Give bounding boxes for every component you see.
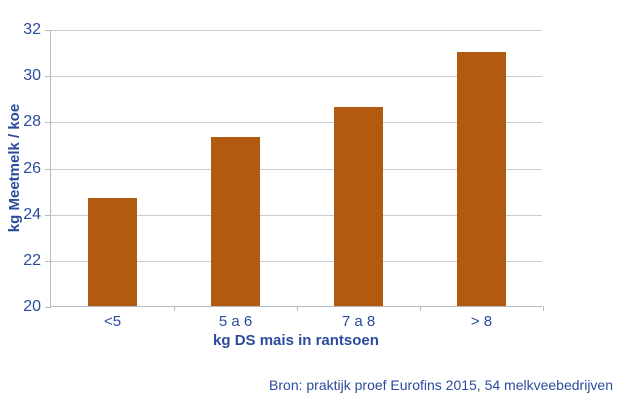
x-tick-label-3: 7 a 8: [341, 313, 376, 330]
bar-1: [88, 198, 137, 306]
source-note: Bron: praktijk proef Eurofins 2015, 54 m…: [269, 377, 613, 393]
y-axis-tick-32: [45, 30, 51, 31]
y-axis-tick-20: [45, 307, 51, 308]
gridline-y-24: [51, 215, 542, 216]
y-tick-label-26: 26: [23, 160, 41, 177]
y-axis-tick-30: [45, 76, 51, 77]
bar-3: [334, 107, 383, 306]
x-axis-tick-1: [174, 306, 175, 311]
x-axis-tick-2: [297, 306, 298, 311]
x-tick-label-2: 5 a 6: [218, 313, 253, 330]
x-axis-title: kg DS mais in rantsoen: [213, 332, 379, 349]
x-tick-label-4: > 8: [470, 313, 493, 330]
gridline-y-26: [51, 169, 542, 170]
y-axis-tick-22: [45, 261, 51, 262]
y-axis-tick-24: [45, 215, 51, 216]
bar-2: [211, 137, 260, 306]
bar-4: [457, 52, 506, 306]
y-tick-label-20: 20: [23, 298, 41, 315]
y-tick-label-30: 30: [23, 67, 41, 84]
gridline-y-22: [51, 261, 542, 262]
y-tick-label-22: 22: [23, 252, 41, 269]
plot-area: 20 22 24 26 28 30 32 <5 5 a 6 7 a 8 > 8: [23, 22, 544, 330]
gridline-y-30: [51, 76, 542, 77]
y-tick-label-32: 32: [23, 21, 41, 38]
gridline-y-32: [51, 30, 542, 31]
gridline-y-28: [51, 122, 542, 123]
y-tick-label-28: 28: [23, 113, 41, 130]
x-axis-tick-3: [420, 306, 421, 311]
y-tick-label-24: 24: [23, 206, 41, 223]
x-axis-tick-4: [543, 306, 544, 311]
y-axis-tick-28: [45, 122, 51, 123]
x-tick-label-1: <5: [103, 313, 122, 330]
y-axis-tick-26: [45, 169, 51, 170]
